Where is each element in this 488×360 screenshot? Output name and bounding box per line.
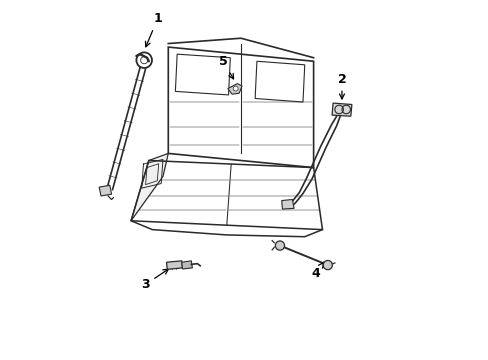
Polygon shape — [182, 261, 192, 269]
Circle shape — [233, 86, 238, 91]
Polygon shape — [166, 261, 182, 269]
Polygon shape — [227, 84, 242, 94]
Circle shape — [323, 260, 332, 270]
Text: 3: 3 — [141, 269, 168, 291]
Text: 2: 2 — [337, 72, 346, 99]
Text: 1: 1 — [145, 12, 162, 47]
Polygon shape — [99, 185, 111, 196]
Polygon shape — [131, 153, 168, 221]
Polygon shape — [331, 103, 351, 116]
Text: 4: 4 — [310, 262, 323, 280]
Polygon shape — [281, 199, 293, 209]
Text: 5: 5 — [219, 55, 233, 79]
Circle shape — [275, 241, 284, 250]
